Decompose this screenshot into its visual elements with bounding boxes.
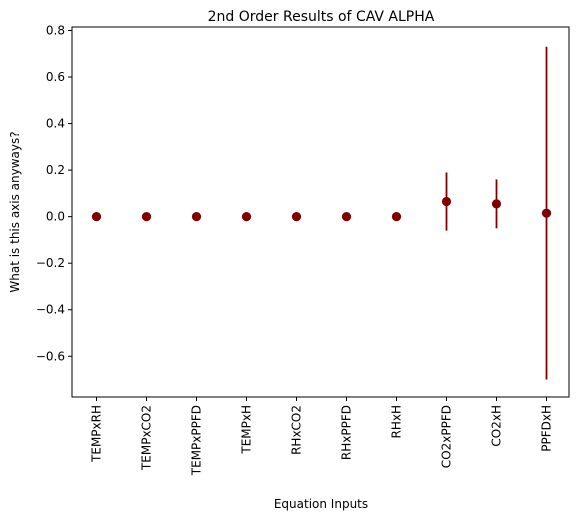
- data-point: [241, 212, 252, 222]
- x-tick-label: TEMPxRH: [90, 405, 104, 463]
- x-tick-label: TEMPxH: [240, 405, 254, 455]
- chart-title: 2nd Order Results of CAV ALPHA: [208, 9, 435, 25]
- y-axis-ticks: 0.8 0.6 0.4 0.2 0.0 −0.2 −0.4 −0.6: [36, 23, 72, 363]
- y-tick-label: 0.2: [46, 163, 65, 177]
- y-axis-title: What is this axis anyways?: [8, 131, 22, 292]
- data-point: [291, 212, 302, 222]
- y-tick-label: 0.6: [46, 70, 65, 84]
- plot-frame: [71, 26, 570, 398]
- y-tick-label: −0.2: [36, 256, 65, 270]
- data-point: [341, 212, 352, 222]
- y-tick-label: 0.8: [46, 23, 65, 37]
- data-point: [91, 212, 102, 222]
- x-tick-label: RHxPPFD: [340, 405, 354, 460]
- y-tick-label: −0.6: [36, 349, 65, 363]
- data-point: [541, 208, 552, 218]
- x-tick-label: RHxH: [390, 405, 404, 439]
- x-tick-label: CO2xH: [490, 405, 504, 447]
- data-point: [141, 212, 152, 222]
- x-tick-label: CO2xPPFD: [440, 405, 454, 468]
- y-tick-label: 0.4: [46, 117, 65, 131]
- x-tick-label: PPFDxH: [540, 405, 554, 452]
- data-marks: [91, 46, 552, 380]
- y-tick-label: 0.0: [46, 210, 65, 224]
- data-point: [391, 212, 402, 222]
- x-axis-ticks: TEMPxRH TEMPxCO2 TEMPxPPFD TEMPxH RHxCO2 RHxP…: [90, 397, 554, 476]
- y-tick-label: −0.4: [36, 303, 65, 317]
- data-point: [441, 196, 452, 207]
- x-tick-label: RHxCO2: [290, 405, 304, 455]
- data-point: [491, 199, 502, 209]
- data-point: [191, 212, 202, 222]
- x-tick-label: TEMPxPPFD: [190, 405, 204, 476]
- x-axis-title: Equation Inputs: [274, 497, 368, 511]
- x-tick-label: TEMPxCO2: [140, 405, 154, 471]
